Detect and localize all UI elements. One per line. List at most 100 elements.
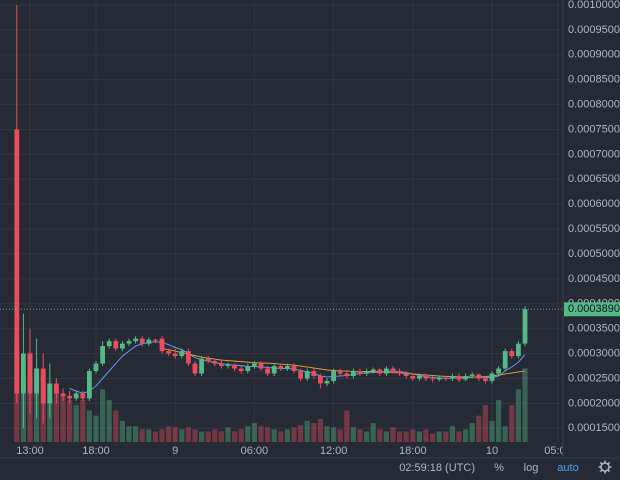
candle-body xyxy=(166,351,171,354)
candle-body xyxy=(100,346,105,364)
volume-bar xyxy=(86,410,92,442)
volume-bar xyxy=(278,431,284,442)
volume-bar xyxy=(449,426,455,442)
volume-bar xyxy=(403,431,409,442)
candle-body xyxy=(364,371,369,374)
candle-body xyxy=(509,351,515,357)
candle-body xyxy=(298,371,303,379)
volume-bar xyxy=(126,426,132,442)
candle-body xyxy=(489,373,495,381)
volume-bar xyxy=(337,429,343,442)
candle-body xyxy=(219,363,224,367)
volume-bar xyxy=(410,429,416,442)
candle-body xyxy=(60,393,66,396)
candle-body xyxy=(291,366,297,372)
volume-bar xyxy=(291,427,297,442)
settings-button[interactable] xyxy=(598,460,612,474)
volume-bar xyxy=(60,394,66,442)
candle-body xyxy=(430,378,435,380)
clock: 02:59:18 (UTC) xyxy=(399,462,475,474)
candle-body xyxy=(14,129,20,394)
volume-bar xyxy=(324,426,330,442)
candle-body xyxy=(324,380,330,384)
candle-body xyxy=(417,376,422,379)
volume-bar xyxy=(502,426,508,442)
volume-bar xyxy=(93,415,99,442)
volume-bar xyxy=(469,423,475,442)
auto-button[interactable]: auto xyxy=(557,462,578,474)
candle-body xyxy=(370,369,376,372)
candle-body xyxy=(212,361,218,364)
volume-bar xyxy=(423,429,429,442)
volume-bar xyxy=(212,429,218,442)
candle-body xyxy=(318,376,323,384)
candle-body xyxy=(93,363,99,372)
volume-bar xyxy=(515,389,521,442)
volume-bar xyxy=(133,426,139,442)
candle-body xyxy=(304,371,310,379)
volume-bar xyxy=(265,427,271,442)
candle-body xyxy=(252,363,257,367)
candle-body xyxy=(483,378,488,381)
volume-bar xyxy=(522,368,528,442)
candle-body xyxy=(73,393,79,399)
candle-body xyxy=(384,368,389,374)
volume-bar xyxy=(238,429,244,442)
candle-body xyxy=(443,377,449,379)
percent-button[interactable]: % xyxy=(494,462,504,474)
candle-body xyxy=(159,338,165,352)
candle-body xyxy=(403,373,409,377)
candle-body xyxy=(192,363,198,374)
volume-bar xyxy=(436,431,442,442)
last-price-tag xyxy=(564,302,620,317)
candle-body xyxy=(54,383,59,394)
candle-body xyxy=(179,351,185,357)
candle-body xyxy=(258,363,264,369)
volume-bar xyxy=(258,426,264,442)
candle-body xyxy=(186,351,191,364)
candle-body xyxy=(423,376,429,379)
candle-body xyxy=(311,371,317,377)
candle-body xyxy=(139,338,145,344)
volume-bar xyxy=(377,429,383,442)
candle-body xyxy=(476,374,482,379)
candle-body xyxy=(67,395,72,399)
x-tick-label: 18:00 xyxy=(82,445,110,457)
volume-bar xyxy=(53,389,59,442)
price-axis-panel xyxy=(563,0,620,458)
volume-bar xyxy=(350,427,356,442)
volume-bar xyxy=(416,431,422,442)
candle-body xyxy=(410,376,416,379)
volume-bar xyxy=(344,410,350,442)
candle-body xyxy=(265,368,270,374)
candle-body xyxy=(47,383,53,404)
volume-bar xyxy=(443,431,449,442)
candle-body xyxy=(232,364,237,369)
volume-bar xyxy=(251,423,257,442)
candle-body xyxy=(285,366,290,369)
volume-bar xyxy=(67,399,73,442)
volume-bar xyxy=(199,431,205,442)
volume-bar xyxy=(284,429,290,442)
candle-body xyxy=(351,371,356,377)
volume-bar xyxy=(370,423,376,442)
volume-bar xyxy=(482,405,488,442)
candle-body xyxy=(80,393,86,399)
volume-bar xyxy=(298,425,304,442)
volume-bar xyxy=(383,431,389,442)
volume-bar xyxy=(185,427,191,442)
candle-body xyxy=(337,371,343,374)
volume-bar xyxy=(397,431,403,442)
candle-body xyxy=(146,339,152,344)
volume-bar xyxy=(113,410,119,442)
log-button[interactable]: log xyxy=(524,462,539,474)
volume-bar xyxy=(152,431,158,442)
volume-bar xyxy=(225,427,231,442)
volume-bar xyxy=(179,429,185,442)
